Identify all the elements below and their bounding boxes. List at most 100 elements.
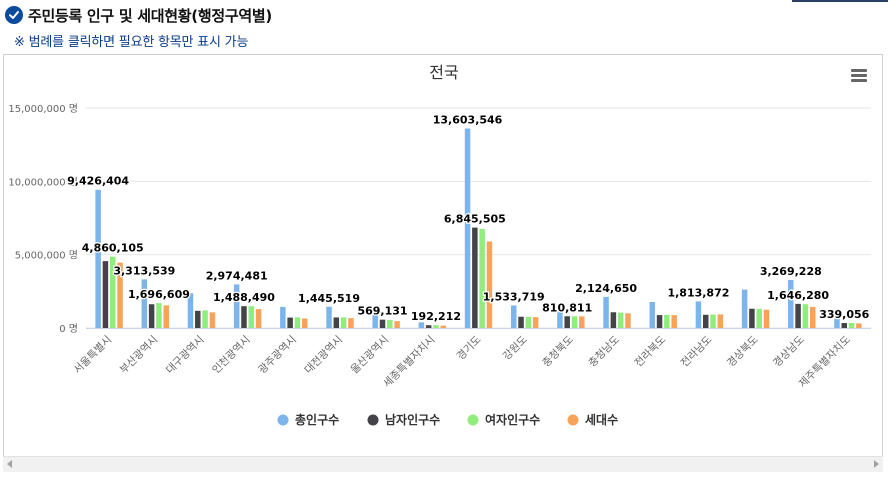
bar	[856, 323, 862, 328]
bar	[102, 261, 109, 328]
x-tick-label: 충청남도	[586, 333, 622, 369]
y-tick-label: 5,000,000 명	[15, 250, 78, 262]
bar	[163, 305, 169, 328]
data-label: 6,845,505	[444, 213, 506, 226]
data-label: 2,974,481	[206, 269, 268, 282]
legend-marker	[467, 414, 479, 426]
y-tick-label: 10,000,000 명	[8, 176, 78, 188]
bar	[117, 262, 123, 328]
data-label: 1,488,490	[213, 291, 275, 304]
bar	[649, 301, 656, 328]
bar	[280, 306, 286, 328]
bar	[756, 308, 762, 328]
bar	[464, 128, 471, 328]
bar	[603, 296, 609, 328]
bar	[440, 325, 447, 328]
data-label: 569,131	[357, 305, 407, 318]
horizontal-scrollbar[interactable]	[3, 456, 883, 472]
bar	[795, 303, 801, 328]
page-header: 주민등록 인구 및 세대현황(행정구역별)	[5, 4, 272, 26]
data-label: 1,533,719	[483, 291, 545, 304]
bar	[809, 306, 816, 328]
bar	[749, 308, 755, 328]
x-tick-label: 경상북도	[724, 333, 761, 370]
bar	[671, 315, 677, 328]
bar	[248, 306, 255, 328]
data-label: 1,813,872	[667, 286, 729, 299]
data-label: 1,696,609	[128, 288, 190, 301]
bar	[340, 317, 347, 328]
bar	[301, 318, 308, 328]
data-label: 4,860,105	[82, 242, 144, 255]
bar	[326, 306, 332, 328]
bar	[664, 314, 670, 328]
x-tick-label: 전라북도	[633, 333, 669, 369]
bar	[717, 314, 724, 328]
bar	[195, 310, 201, 328]
bar	[233, 284, 240, 328]
data-label: 2,124,650	[575, 282, 637, 295]
hamburger-menu-icon[interactable]	[851, 69, 867, 83]
x-tick-label: 서울특별시	[72, 334, 115, 377]
bar	[788, 280, 794, 328]
bar	[571, 316, 578, 328]
legend-label: 여자인구수	[485, 412, 540, 427]
check-circle-icon	[5, 6, 23, 24]
data-label: 13,603,546	[433, 113, 503, 126]
legend-item[interactable]: 여자인구수	[467, 412, 541, 427]
scroll-left-icon[interactable]	[7, 460, 12, 468]
bar	[255, 309, 262, 328]
bar	[741, 289, 748, 328]
y-tick-label: 15,000,000 명	[8, 103, 78, 115]
legend-item[interactable]: 총인구수	[277, 412, 340, 427]
bar	[834, 318, 840, 328]
legend-item[interactable]: 남자인구수	[367, 412, 441, 427]
bar	[486, 241, 493, 328]
chart-panel	[3, 54, 883, 472]
data-label: 339,056	[819, 308, 869, 321]
bar	[695, 301, 702, 328]
data-label: 192,212	[411, 310, 461, 323]
x-tick-label: 경기도	[454, 333, 484, 363]
legend-item[interactable]: 세대수	[567, 412, 619, 427]
x-tick-label: 인천광역시	[210, 334, 253, 377]
bar	[187, 293, 194, 328]
bar	[433, 325, 439, 328]
bar	[532, 317, 539, 328]
x-tick-label: 울산광역시	[349, 334, 392, 377]
legend-marker	[277, 414, 289, 426]
bar	[156, 303, 162, 328]
bar	[848, 323, 855, 328]
bar	[579, 316, 585, 328]
legend-marker	[367, 414, 379, 426]
bar	[202, 310, 208, 328]
x-tick-label: 부산광역시	[118, 334, 161, 377]
bar	[109, 256, 116, 328]
bar	[241, 306, 247, 328]
data-label: 9,426,404	[67, 175, 129, 188]
bar	[510, 305, 517, 328]
x-tick-label: 광주광역시	[256, 334, 299, 377]
bar	[479, 228, 485, 328]
legend-label: 총인구수	[295, 412, 339, 427]
bar	[372, 311, 378, 328]
bar	[148, 304, 155, 328]
legend-label: 남자인구수	[385, 412, 440, 427]
data-label: 1,445,519	[298, 292, 360, 305]
bar	[348, 318, 354, 328]
x-tick-label: 전라남도	[679, 333, 715, 369]
bar	[656, 315, 663, 328]
bar	[425, 325, 432, 328]
page-title: 주민등록 인구 및 세대현황(행정구역별)	[28, 6, 272, 25]
x-tick-label: 충청북도	[540, 333, 576, 369]
bar	[802, 304, 809, 328]
bar	[710, 314, 716, 328]
bar	[617, 312, 624, 328]
bar	[287, 317, 293, 328]
scroll-right-icon[interactable]	[874, 460, 879, 468]
data-label: 3,269,228	[760, 265, 822, 278]
bar	[625, 313, 631, 328]
bar	[394, 321, 400, 328]
chart-title: 전국	[429, 63, 458, 82]
